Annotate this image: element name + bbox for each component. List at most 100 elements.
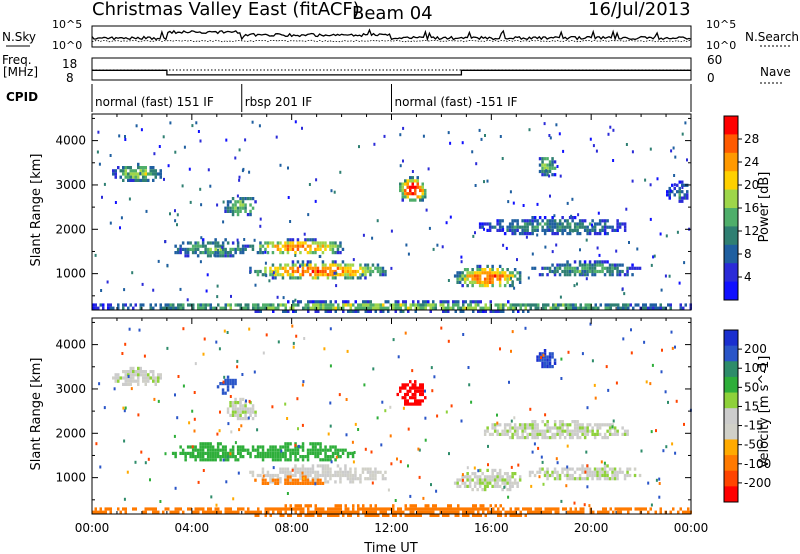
echo-cell — [471, 268, 474, 272]
echo-cell — [505, 246, 508, 250]
echo-cell — [576, 429, 579, 433]
echo-cell — [261, 455, 265, 459]
echo-cell — [553, 271, 556, 275]
echo-cell — [587, 306, 590, 310]
echo-cell — [541, 166, 544, 170]
echo-cell — [558, 132, 561, 136]
echo-cell — [419, 510, 422, 514]
echo-cell — [357, 507, 360, 511]
echo-cell — [289, 247, 292, 251]
echo-cell — [563, 473, 567, 478]
echo-cell — [487, 507, 490, 511]
echo-cell — [429, 309, 432, 313]
echo-cell — [286, 247, 290, 251]
echo-cell — [309, 306, 312, 310]
echo-cell — [613, 470, 617, 474]
echo-cell — [179, 247, 182, 251]
echo-cell — [409, 389, 412, 393]
echo-cell — [607, 132, 610, 136]
echo-cell — [676, 183, 679, 187]
echo-cell — [346, 473, 350, 478]
echo-cell — [571, 436, 574, 440]
echo-cell — [511, 436, 514, 440]
velocity-echo-cells — [92, 322, 692, 517]
echo-cell — [561, 263, 564, 267]
echo-cell — [399, 513, 402, 517]
echo-cell — [241, 244, 245, 248]
echo-cell — [137, 175, 140, 179]
echo-cell — [319, 445, 322, 449]
echo-cell — [411, 179, 414, 183]
echo-cell — [184, 455, 187, 459]
echo-cell — [109, 221, 112, 225]
echo-cell — [460, 255, 463, 259]
echo-cell — [472, 300, 475, 304]
echo-cell — [526, 219, 529, 223]
echo-cell — [142, 373, 145, 377]
echo-cell — [339, 507, 342, 511]
echo-cell — [334, 260, 337, 264]
echo-cell — [196, 455, 200, 459]
echo-cell — [336, 251, 340, 255]
echo-cell — [578, 429, 582, 433]
echo-cell — [341, 448, 345, 452]
echo-cell — [377, 303, 380, 307]
nave-tick-top: 60 — [707, 53, 722, 67]
echo-cell — [673, 193, 676, 197]
echo-cell — [528, 222, 532, 226]
echo-cell — [189, 445, 192, 449]
echo-cell — [566, 225, 569, 229]
echo-cell — [154, 172, 157, 176]
echo-cell — [112, 376, 115, 380]
echo-cell — [456, 277, 459, 281]
echo-cell — [272, 303, 275, 307]
echo-cell — [593, 263, 597, 267]
echo-cell — [354, 422, 357, 426]
echo-cell — [367, 309, 370, 313]
echo-cell — [179, 287, 182, 291]
echo-cell — [602, 507, 605, 511]
echo-cell — [496, 475, 499, 479]
echo-cell — [414, 513, 417, 517]
echo-cell — [134, 460, 137, 464]
echo-cell — [214, 455, 217, 459]
echo-cell — [555, 457, 558, 461]
echo-cell — [319, 513, 322, 517]
echo-cell — [522, 204, 525, 207]
echo-cell — [499, 306, 502, 310]
echo-cell — [301, 442, 305, 446]
echo-cell — [557, 303, 560, 307]
echo-cell — [231, 209, 235, 213]
echo-cell — [294, 276, 297, 280]
echo-cell — [533, 426, 537, 430]
echo-cell — [369, 269, 372, 274]
echo-cell — [224, 382, 227, 386]
colorbar-swatch — [724, 423, 738, 440]
echo-cell — [576, 282, 578, 286]
echo-cell — [504, 510, 507, 514]
echo-cell — [603, 461, 606, 465]
echo-cell — [188, 421, 191, 425]
echo-cell — [204, 303, 207, 307]
echo-cell — [289, 475, 292, 479]
echo-cell — [321, 473, 325, 478]
echo-cell — [264, 250, 267, 254]
echo-cell — [323, 347, 326, 351]
echo-cell — [194, 448, 197, 452]
echo-cell — [222, 458, 225, 462]
echo-cell — [174, 393, 176, 397]
echo-cell — [349, 309, 352, 313]
echo-cell — [462, 507, 465, 511]
echo-cell — [491, 264, 494, 268]
echo-cell — [561, 420, 564, 424]
echo-cell — [394, 306, 397, 310]
echo-cell — [319, 241, 322, 245]
echo-cell — [527, 276, 530, 280]
echo-cell — [314, 199, 317, 203]
echo-cell — [214, 448, 217, 452]
echo-cell — [544, 245, 547, 249]
echo-cell — [431, 389, 434, 393]
echo-cell — [478, 481, 482, 485]
echo-cell — [579, 507, 582, 511]
echo-cell — [593, 232, 597, 236]
